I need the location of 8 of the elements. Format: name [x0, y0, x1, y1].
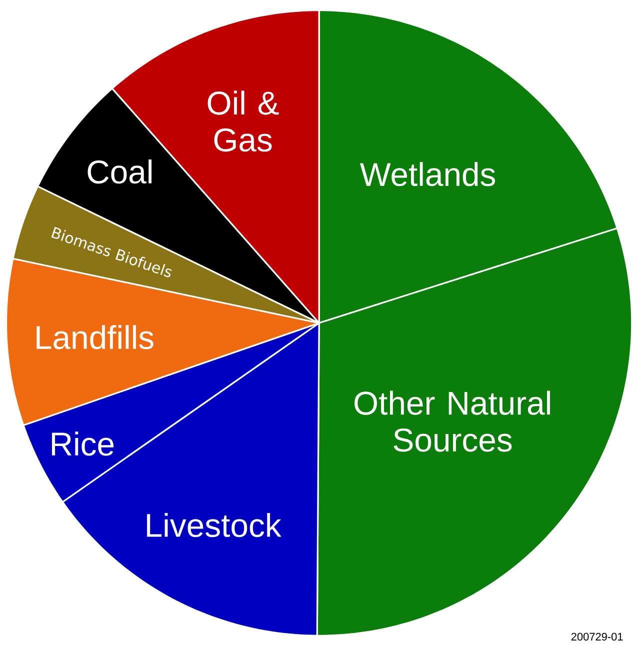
- slice-label: Livestock: [147, 512, 282, 538]
- slice-label: Oil & Gas: [208, 90, 279, 152]
- slice-label: Other Natural Sources: [354, 390, 550, 452]
- text: 200729-01: [571, 632, 623, 641]
- slice-label: Coal: [88, 159, 152, 184]
- slice-label: Wetlands: [360, 162, 496, 186]
- slice-label: Landfills: [36, 325, 154, 350]
- slice-label: Rice: [52, 432, 114, 456]
